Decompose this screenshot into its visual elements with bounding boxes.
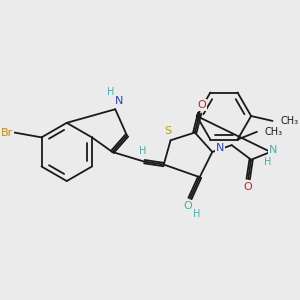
Text: N: N xyxy=(115,97,123,106)
Text: O: O xyxy=(184,201,192,211)
Text: H: H xyxy=(107,87,114,97)
Text: CH₃: CH₃ xyxy=(280,116,298,126)
Text: N: N xyxy=(216,143,224,153)
Text: N: N xyxy=(269,145,278,155)
Text: H: H xyxy=(139,146,146,156)
Text: Br: Br xyxy=(1,128,13,137)
Text: H: H xyxy=(193,209,200,219)
Text: CH₃: CH₃ xyxy=(265,127,283,137)
Text: H: H xyxy=(264,157,271,166)
Text: S: S xyxy=(164,126,171,136)
Text: O: O xyxy=(244,182,253,192)
Text: O: O xyxy=(197,100,206,110)
